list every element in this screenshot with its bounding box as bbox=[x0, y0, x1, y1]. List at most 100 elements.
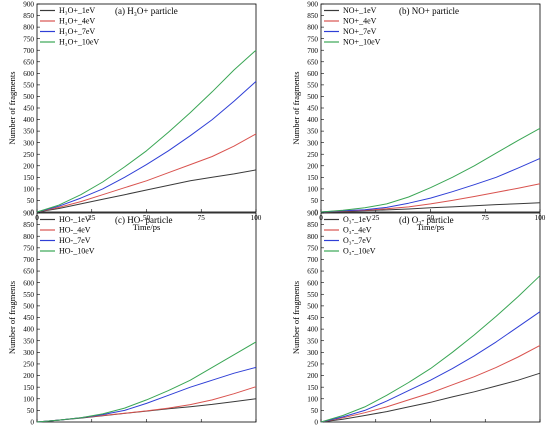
y-tick-label: 250 bbox=[307, 361, 318, 369]
y-tick-label: 100 bbox=[23, 185, 34, 193]
panel-title: (a) H₃O+ particle bbox=[115, 6, 178, 16]
y-tick-label: 650 bbox=[307, 58, 318, 66]
y-tick-label: 750 bbox=[23, 35, 34, 43]
series-line bbox=[320, 372, 541, 423]
y-tick-label: 200 bbox=[307, 372, 318, 380]
series-line bbox=[36, 386, 257, 423]
legend-entry: O₃-_10eV bbox=[343, 247, 376, 256]
y-tick-label: 650 bbox=[23, 58, 34, 66]
y-tick-label: 450 bbox=[23, 105, 34, 113]
y-axis-label: Number of fragments bbox=[7, 281, 17, 354]
y-tick-label: 650 bbox=[23, 268, 34, 276]
legend-entry: O₃-_4eV bbox=[343, 226, 372, 235]
y-tick-label: 850 bbox=[307, 221, 318, 229]
series-line bbox=[320, 157, 541, 213]
y-tick-label: 500 bbox=[23, 302, 34, 310]
y-tick-label: 300 bbox=[23, 139, 34, 147]
y-tick-label: 550 bbox=[23, 81, 34, 89]
y-tick-label: 900 bbox=[307, 210, 318, 218]
y-tick-label: 450 bbox=[307, 105, 318, 113]
y-tick-label: 0 bbox=[314, 209, 318, 217]
y-tick-label: 900 bbox=[23, 1, 34, 9]
y-tick-label: 700 bbox=[307, 256, 318, 264]
y-tick-label: 250 bbox=[23, 151, 34, 159]
y-axis-label: Number of fragments bbox=[291, 281, 301, 354]
y-tick-label: 800 bbox=[23, 24, 34, 32]
chart-panel-1: 0 50 100 150 200 250 300 350 400 450 500 550 600 650 7… bbox=[291, 1, 546, 232]
y-tick-label: 400 bbox=[307, 326, 318, 334]
y-tick-label: 750 bbox=[307, 35, 318, 43]
x-axis-label: Time/ps bbox=[133, 222, 161, 232]
y-tick-label: 50 bbox=[311, 197, 319, 205]
y-tick-label: 700 bbox=[307, 47, 318, 55]
y-tick-label: 250 bbox=[23, 361, 34, 369]
x-tick-label: 75 bbox=[198, 214, 206, 222]
y-tick-label: 0 bbox=[30, 419, 34, 425]
series-line bbox=[36, 366, 257, 423]
y-tick-label: 50 bbox=[27, 407, 35, 415]
y-tick-label: 700 bbox=[23, 256, 34, 264]
panel-title: (b) NO+ particle bbox=[399, 6, 459, 16]
legend-entry: NO+_1eV bbox=[343, 6, 377, 15]
y-tick-label: 100 bbox=[307, 395, 318, 403]
legend-entry: O₃-_1eV bbox=[343, 215, 372, 224]
y-tick-label: 400 bbox=[23, 116, 34, 124]
y-tick-label: 100 bbox=[307, 185, 318, 193]
series-line bbox=[320, 127, 541, 213]
x-tick-label: 50 bbox=[427, 214, 435, 222]
y-tick-label: 800 bbox=[307, 233, 318, 241]
y-axis-label: Number of fragments bbox=[291, 71, 301, 144]
chart-panel-2: 0501001502002503003504004505005506006507… bbox=[7, 210, 262, 425]
legend-entry: H₃O+_1eV bbox=[59, 6, 95, 15]
series-line bbox=[36, 133, 257, 213]
legend-entry: NO+_4eV bbox=[343, 17, 377, 26]
y-tick-label: 400 bbox=[23, 326, 34, 334]
y-tick-label: 350 bbox=[23, 128, 34, 136]
y-tick-label: 500 bbox=[307, 93, 318, 101]
series-line bbox=[36, 81, 257, 213]
y-tick-label: 900 bbox=[23, 210, 34, 218]
y-tick-label: 850 bbox=[307, 12, 318, 20]
y-tick-label: 850 bbox=[23, 221, 34, 229]
y-tick-label: 700 bbox=[23, 47, 34, 55]
y-tick-label: 150 bbox=[23, 174, 34, 182]
x-axis-label: Time/ps bbox=[417, 222, 445, 232]
legend-entry: NO+_10eV bbox=[343, 38, 381, 47]
legend-entry: O₃-_7eV bbox=[343, 236, 372, 245]
y-tick-label: 600 bbox=[307, 279, 318, 287]
y-tick-label: 550 bbox=[307, 291, 318, 299]
y-tick-label: 800 bbox=[23, 233, 34, 241]
y-tick-label: 600 bbox=[23, 279, 34, 287]
x-tick-label: 50 bbox=[143, 214, 151, 222]
y-tick-label: 500 bbox=[23, 93, 34, 101]
y-tick-label: 850 bbox=[23, 12, 34, 20]
y-tick-label: 450 bbox=[23, 314, 34, 322]
x-tick-label: 25 bbox=[372, 214, 380, 222]
legend-entry: NO+_7eV bbox=[343, 27, 377, 36]
y-tick-label: 300 bbox=[23, 349, 34, 357]
y-tick-label: 300 bbox=[307, 139, 318, 147]
legend-entry: H₃O+_7eV bbox=[59, 27, 95, 36]
y-tick-label: 600 bbox=[23, 70, 34, 78]
y-tick-label: 100 bbox=[23, 395, 34, 403]
y-tick-label: 0 bbox=[30, 209, 34, 217]
y-axis-label: Number of fragments bbox=[7, 71, 17, 144]
y-tick-label: 50 bbox=[311, 407, 319, 415]
legend-entry: HO-_1eV bbox=[59, 215, 91, 224]
series-line bbox=[36, 49, 257, 213]
legend-entry: HO-_4eV bbox=[59, 226, 91, 235]
y-tick-label: 300 bbox=[307, 349, 318, 357]
y-tick-label: 250 bbox=[307, 151, 318, 159]
legend-entry: HO-_7eV bbox=[59, 236, 91, 245]
y-tick-label: 750 bbox=[23, 244, 34, 252]
x-tick-label: 75 bbox=[482, 214, 490, 222]
y-tick-label: 550 bbox=[23, 291, 34, 299]
y-tick-label: 150 bbox=[307, 384, 318, 392]
chart-panel-0: 0 50 100 150 200 250 300 350 400 450 500 550 600 650 7… bbox=[7, 1, 262, 232]
series-line bbox=[36, 341, 257, 423]
chart-panel-3: 0501001502002503003504004505005506006507… bbox=[291, 210, 546, 425]
series-line bbox=[320, 311, 541, 423]
y-tick-label: 150 bbox=[307, 174, 318, 182]
legend-entry: H₃O+_4eV bbox=[59, 17, 95, 26]
